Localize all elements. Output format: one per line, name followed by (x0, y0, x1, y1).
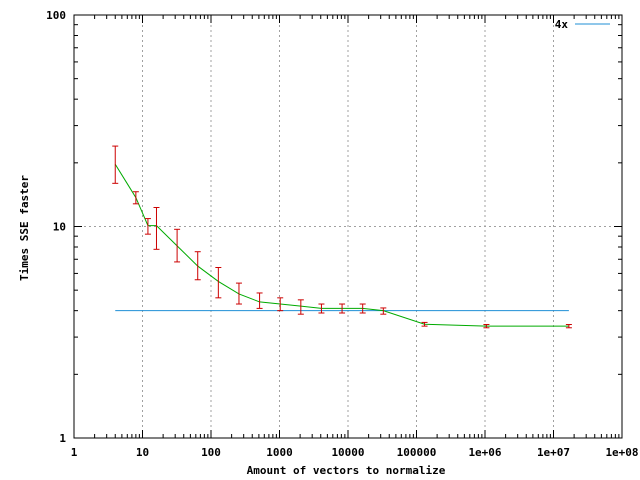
error-bar (215, 266, 222, 299)
error-bar (112, 145, 119, 184)
error-bar (359, 303, 366, 314)
error-bar (194, 251, 201, 281)
x-tick-label: 10 (136, 446, 149, 459)
y-tick-label: 1 (59, 432, 66, 445)
x-tick-label: 10000 (331, 446, 364, 459)
error-bar (297, 299, 304, 315)
error-bar (339, 303, 346, 314)
y-tick-label: 100 (46, 9, 66, 22)
grid (74, 15, 622, 438)
x-axis-title: Amount of vectors to normalize (247, 464, 446, 477)
error-bar (256, 292, 263, 309)
error-bar (483, 324, 490, 329)
error-bar (318, 303, 325, 314)
x-tick-label: 1e+08 (605, 446, 638, 459)
legend: 4x (555, 18, 610, 31)
error-bar (132, 191, 139, 205)
error-bar (153, 206, 160, 250)
axis-ticks: 1 10 100 1000 10000 100000 1e+06 1e+07 1e+08 1 10 1… (46, 9, 638, 459)
error-bar (565, 324, 572, 329)
error-bar (144, 218, 151, 235)
series-layer (112, 145, 572, 329)
error-bar (380, 307, 387, 315)
legend-label-4x: 4x (555, 18, 569, 31)
x-tick-label: 1e+06 (468, 446, 501, 459)
error-bar (277, 297, 284, 312)
x-tick-label: 1e+07 (537, 446, 570, 459)
y-tick-label: 10 (53, 221, 66, 234)
x-tick-label: 1000 (266, 446, 293, 459)
error-bar (421, 321, 428, 327)
y-axis-title: Times SSE faster (18, 175, 31, 281)
series-line-measured (114, 163, 569, 327)
error-bar (174, 228, 181, 263)
error-bar (235, 282, 242, 305)
x-tick-label: 100 (201, 446, 221, 459)
x-tick-label: 100000 (397, 446, 437, 459)
x-tick-label: 1 (71, 446, 78, 459)
